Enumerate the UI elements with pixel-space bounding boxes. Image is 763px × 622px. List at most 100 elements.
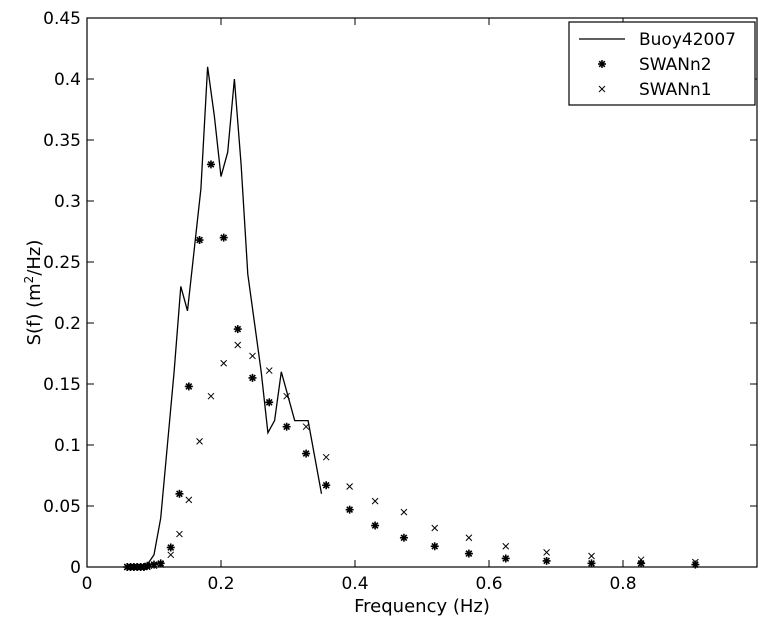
data-point-stroke	[185, 383, 193, 390]
data-point	[371, 497, 379, 505]
data-point	[430, 542, 439, 551]
data-point	[588, 552, 595, 560]
data-point-stroke	[431, 542, 439, 550]
data-point-stroke	[502, 542, 510, 550]
y-tick-label: 0.1	[54, 436, 81, 456]
legend-asterisk-marker	[598, 60, 606, 68]
data-point	[265, 367, 273, 374]
data-point-stroke	[196, 236, 203, 244]
data-point-stroke	[692, 558, 699, 566]
data-point-stroke	[465, 534, 473, 542]
axes	[86, 17, 758, 568]
y-tick-label: 0.15	[43, 375, 81, 395]
data-point-stroke	[157, 561, 165, 568]
data-point-stroke	[176, 530, 183, 538]
y-tick-label: 0.2	[54, 314, 81, 334]
data-point	[167, 551, 175, 559]
y-tick-label: 0.4	[54, 70, 81, 90]
legend-asterisk-marker-stroke	[598, 60, 606, 68]
data-point	[233, 325, 242, 334]
data-point-stroke	[234, 341, 242, 349]
y-axis-label-text: S(f) (m	[24, 283, 45, 345]
data-point-stroke	[322, 481, 330, 489]
series-swann2	[123, 160, 700, 571]
data-point	[184, 382, 193, 391]
data-point-stroke	[249, 352, 256, 360]
legend-cross-marker	[598, 85, 606, 93]
data-point-stroke	[283, 423, 291, 431]
data-point-stroke	[167, 544, 175, 551]
data-point	[220, 359, 228, 367]
data-point-stroke	[465, 550, 473, 557]
data-point-stroke	[150, 562, 158, 570]
data-point-stroke	[302, 450, 310, 457]
x-tick-label: 0.8	[609, 574, 636, 594]
data-point-stroke	[400, 508, 408, 516]
legend: Buoy42007 SWANn2 SWANn1	[568, 21, 756, 106]
y-tick-label: 0.3	[54, 192, 81, 212]
plot-frame	[86, 17, 758, 568]
data-point-stroke	[207, 392, 215, 400]
data-point-stroke	[302, 423, 310, 431]
data-point	[587, 559, 596, 568]
data-point	[143, 561, 152, 570]
data-point	[166, 543, 175, 552]
data-point	[345, 505, 354, 514]
x-tick-label: 0.4	[341, 574, 368, 594]
data-point-stroke	[502, 555, 510, 562]
y-tick-label: 0	[70, 558, 81, 578]
data-point	[219, 233, 228, 242]
data-point	[249, 352, 256, 360]
data-point-stroke	[249, 374, 256, 382]
data-point	[501, 554, 510, 563]
data-point-stroke	[265, 367, 273, 374]
data-point-stroke	[371, 497, 379, 505]
data-point	[206, 160, 215, 169]
data-point-stroke	[543, 557, 551, 565]
data-point	[371, 521, 380, 530]
data-point	[399, 533, 408, 542]
data-point	[542, 556, 551, 565]
y-axis-label-unit: /Hz)	[24, 240, 45, 276]
data-point	[176, 530, 183, 538]
y-tick-label: 0.25	[43, 253, 81, 273]
data-point-stroke	[167, 551, 175, 559]
data-point-stroke	[588, 552, 595, 560]
data-point-stroke	[431, 524, 439, 532]
data-point-stroke	[157, 559, 165, 567]
data-point	[196, 437, 203, 445]
data-point	[157, 561, 165, 568]
y-axis-label-superscript: 2	[22, 276, 36, 284]
data-point-stroke	[543, 549, 550, 556]
data-point	[346, 483, 353, 490]
data-point-stroke	[283, 392, 291, 400]
legend-label: SWANn2	[639, 55, 712, 75]
data-point-stroke	[265, 398, 273, 406]
series-buoy42007	[127, 66, 323, 568]
data-point	[234, 341, 242, 349]
data-point-stroke	[143, 562, 151, 570]
data-point	[465, 534, 473, 542]
y-tick-label: 0.45	[43, 9, 81, 29]
data-point	[431, 524, 439, 532]
data-point-stroke	[371, 522, 379, 529]
ticks: 0 0.2 0.4 0.6 0.8 0 0.05 0.1 0.15 0.2 0.25 0.3 0.35 0…	[43, 9, 757, 594]
legend-cross-marker-stroke	[598, 85, 606, 93]
data-point	[637, 559, 646, 568]
x-tick-label: 0.2	[207, 574, 234, 594]
y-tick-label: 0.05	[43, 497, 81, 517]
y-axis-label: S(f) (m2/Hz)	[22, 240, 45, 346]
data-point-stroke	[346, 483, 353, 490]
data-point	[150, 562, 158, 570]
series-line	[127, 66, 323, 568]
plot-area	[123, 66, 700, 571]
x-axis-label: Frequency (Hz)	[354, 596, 490, 617]
y-tick-label: 0.35	[43, 131, 81, 151]
data-point-stroke	[588, 559, 595, 567]
data-point	[282, 422, 291, 431]
data-point	[543, 549, 550, 556]
legend-label: Buoy42007	[639, 30, 736, 50]
data-point-stroke	[637, 556, 645, 564]
series-swann1	[123, 341, 699, 571]
